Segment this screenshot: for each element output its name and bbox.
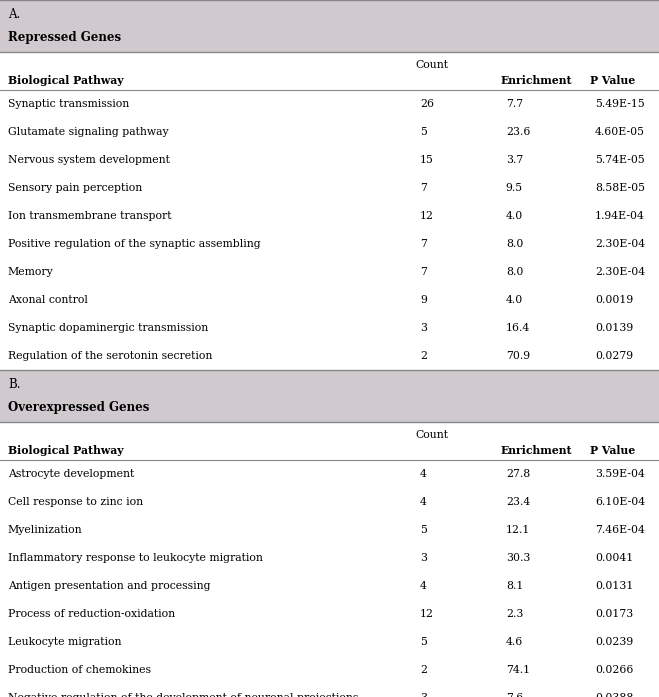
Text: 4: 4 [420,581,427,591]
Text: 2.3: 2.3 [506,609,523,619]
Text: 23.4: 23.4 [506,497,530,507]
Text: 2.30E-04: 2.30E-04 [595,267,645,277]
Text: 4.6: 4.6 [506,637,523,647]
Text: Biological Pathway: Biological Pathway [8,75,123,86]
Text: 4.0: 4.0 [506,211,523,221]
Text: 12.1: 12.1 [506,525,530,535]
Text: P Value: P Value [590,75,635,86]
Text: 7.6: 7.6 [506,693,523,697]
Text: Myelinization: Myelinization [8,525,82,535]
Text: 0.0131: 0.0131 [595,581,633,591]
Text: Leukocyte migration: Leukocyte migration [8,637,121,647]
Text: 7: 7 [420,267,427,277]
Text: 12: 12 [420,211,434,221]
Text: 2: 2 [420,665,427,675]
Text: Count: Count [415,60,448,70]
Text: 15: 15 [420,155,434,165]
Text: Synaptic dopaminergic transmission: Synaptic dopaminergic transmission [8,323,208,333]
Text: Inflammatory response to leukocyte migration: Inflammatory response to leukocyte migra… [8,553,263,563]
Bar [0,0,659,52]
Text: 5: 5 [420,525,427,535]
Text: 0.0019: 0.0019 [595,295,633,305]
Text: 8.0: 8.0 [506,267,523,277]
Text: 9: 9 [420,295,427,305]
Text: 0.0266: 0.0266 [595,665,633,675]
Text: Overexpressed Genes: Overexpressed Genes [8,401,150,415]
Text: 8.58E-05: 8.58E-05 [595,183,645,193]
Text: 0.0041: 0.0041 [595,553,633,563]
Text: A.: A. [8,8,20,20]
Text: 5: 5 [420,127,427,137]
Text: Cell response to zinc ion: Cell response to zinc ion [8,497,143,507]
Text: 23.6: 23.6 [506,127,530,137]
Text: 3: 3 [420,693,427,697]
Text: Enrichment: Enrichment [501,75,573,86]
Text: 26: 26 [420,99,434,109]
Text: Count: Count [415,430,448,440]
Text: 4.60E-05: 4.60E-05 [595,127,645,137]
Text: 4: 4 [420,497,427,507]
Text: 27.8: 27.8 [506,469,530,479]
Text: 16.4: 16.4 [506,323,530,333]
Text: 7: 7 [420,183,427,193]
Text: Positive regulation of the synaptic assembling: Positive regulation of the synaptic asse… [8,239,260,249]
Text: Regulation of the serotonin secretion: Regulation of the serotonin secretion [8,351,212,361]
Text: 8.0: 8.0 [506,239,523,249]
Text: Antigen presentation and processing: Antigen presentation and processing [8,581,210,591]
Text: 4.0: 4.0 [506,295,523,305]
Text: 4: 4 [420,469,427,479]
Text: 8.1: 8.1 [506,581,523,591]
Text: Ion transmembrane transport: Ion transmembrane transport [8,211,171,221]
Text: 6.10E-04: 6.10E-04 [595,497,645,507]
Text: 74.1: 74.1 [506,665,530,675]
Text: Sensory pain perception: Sensory pain perception [8,183,142,193]
Text: 9.5: 9.5 [506,183,523,193]
Text: Negative regulation of the development of neuronal projections: Negative regulation of the development o… [8,693,358,697]
Text: 70.9: 70.9 [506,351,530,361]
Text: 2: 2 [420,351,427,361]
Text: B.: B. [8,378,20,390]
Text: 30.3: 30.3 [506,553,530,563]
Text: Biological Pathway: Biological Pathway [8,445,123,456]
Text: 2.30E-04: 2.30E-04 [595,239,645,249]
Text: Nervous system development: Nervous system development [8,155,170,165]
Text: Synaptic transmission: Synaptic transmission [8,99,129,109]
Text: Repressed Genes: Repressed Genes [8,31,121,45]
Text: 0.0279: 0.0279 [595,351,633,361]
Text: 0.0173: 0.0173 [595,609,633,619]
Text: 0.0388: 0.0388 [595,693,633,697]
Text: 7: 7 [420,239,427,249]
Text: Astrocyte development: Astrocyte development [8,469,134,479]
Text: Axonal control: Axonal control [8,295,88,305]
Text: 0.0239: 0.0239 [595,637,633,647]
Text: 0.0139: 0.0139 [595,323,633,333]
Text: Memory: Memory [8,267,53,277]
Text: Production of chemokines: Production of chemokines [8,665,151,675]
Text: Process of reduction-oxidation: Process of reduction-oxidation [8,609,175,619]
Text: Enrichment: Enrichment [501,445,573,456]
Text: 5.74E-05: 5.74E-05 [595,155,645,165]
Text: 7.46E-04: 7.46E-04 [595,525,645,535]
Text: P Value: P Value [590,445,635,456]
Text: 7.7: 7.7 [506,99,523,109]
Text: 5: 5 [420,637,427,647]
Text: 12: 12 [420,609,434,619]
Text: 3: 3 [420,323,427,333]
Text: 3.59E-04: 3.59E-04 [595,469,645,479]
Text: 5.49E-15: 5.49E-15 [595,99,645,109]
Text: 1.94E-04: 1.94E-04 [595,211,645,221]
Text: 3: 3 [420,553,427,563]
Bar [0,370,659,422]
Text: 3.7: 3.7 [506,155,523,165]
Text: Glutamate signaling pathway: Glutamate signaling pathway [8,127,169,137]
